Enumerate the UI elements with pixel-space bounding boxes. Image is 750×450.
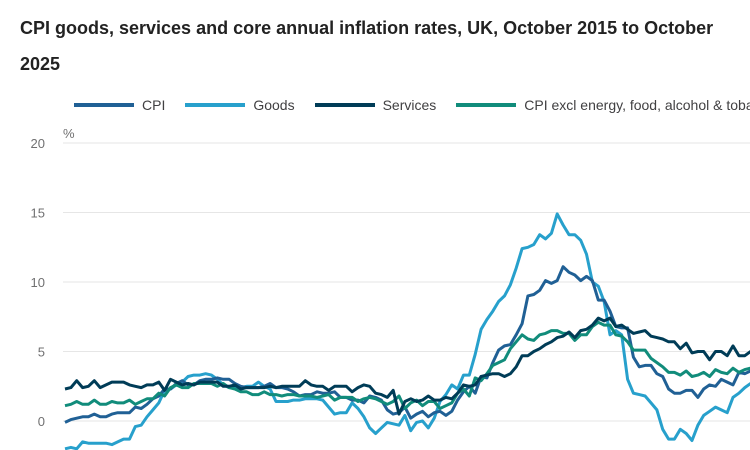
- y-tick-label: 5: [38, 345, 45, 360]
- legend-label-core: CPI excl energy, food, alcohol & tobacco: [524, 97, 750, 113]
- legend-label-services: Services: [382, 97, 437, 113]
- legend-swatch-goods: [185, 103, 246, 107]
- legend: CPI Goods Services CPI excl energy, food…: [74, 97, 750, 113]
- legend-swatch-core: [456, 103, 517, 107]
- chart-title: CPI goods, services and core annual infl…: [20, 18, 714, 74]
- legend-swatch-cpi: [74, 103, 134, 107]
- legend-item-goods[interactable]: Goods: [185, 97, 295, 113]
- legend-item-cpi[interactable]: CPI: [74, 97, 165, 113]
- y-tick-label: 10: [31, 275, 45, 290]
- y-axis-label: %: [63, 126, 75, 141]
- y-tick-label: 20: [31, 136, 45, 151]
- y-tick-label: 15: [31, 206, 45, 221]
- legend-label-cpi: CPI: [142, 97, 166, 113]
- legend-item-core[interactable]: CPI excl energy, food, alcohol & tobacco: [456, 97, 750, 113]
- legend-label-goods: Goods: [253, 97, 295, 113]
- y-tick-label: 0: [38, 414, 45, 429]
- series-line-cpi: [64, 265, 750, 424]
- legend-item-services[interactable]: Services: [314, 97, 437, 113]
- series-line-services: [64, 316, 750, 416]
- legend-swatch-services: [314, 103, 375, 107]
